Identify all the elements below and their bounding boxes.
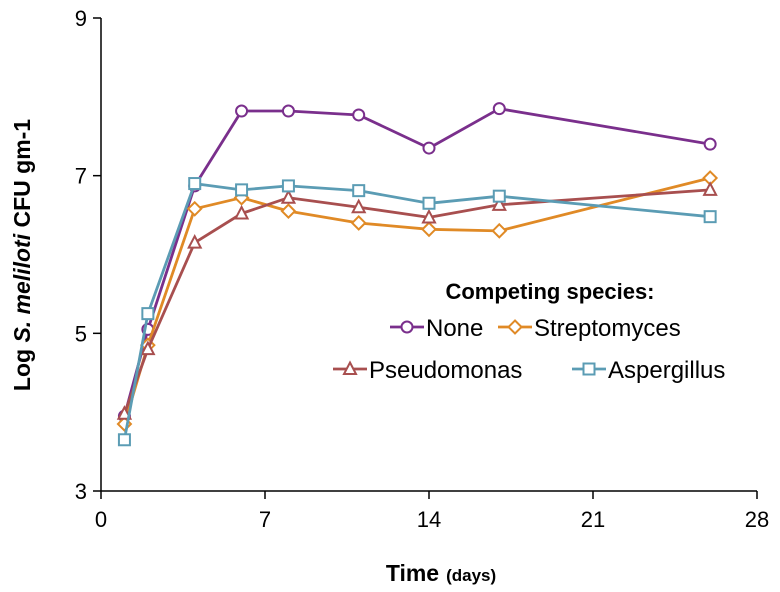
data-point-none [352, 108, 366, 122]
data-point-none [703, 137, 717, 151]
data-point-streptomyces [491, 222, 508, 239]
data-point-pseudomonas [491, 196, 507, 211]
data-point-pseudomonas [140, 340, 156, 356]
x-axis-title-main: Time [386, 560, 439, 586]
data-point-aspergillus [352, 184, 366, 198]
data-point-aspergillus [703, 210, 717, 224]
legend-label-pseudomonas: Pseudomonas [369, 357, 522, 384]
y-tick-label: 5 [75, 321, 87, 346]
x-tick-label: 7 [259, 507, 271, 532]
data-point-pseudomonas [702, 181, 718, 196]
data-point-pseudomonas [233, 204, 250, 220]
data-point-none [281, 104, 295, 118]
x-axis-title-unit: (days) [446, 566, 496, 585]
data-point-aspergillus [422, 196, 436, 210]
series-aspergillus [117, 177, 717, 447]
y-tick-label: 7 [75, 164, 87, 189]
legend-item-pseudomonas: Pseudomonas [333, 357, 522, 384]
data-point-pseudomonas [280, 189, 297, 204]
y-axis-title-part-3: CFU gm-1 [9, 119, 35, 234]
data-point-aspergillus [235, 183, 249, 197]
y-axis-title: Log S. meliloti CFU gm-1 [9, 119, 35, 391]
legend-item-aspergillus: Aspergillus [572, 357, 725, 384]
x-tick-label: 14 [417, 507, 441, 532]
data-point-aspergillus [188, 177, 202, 191]
y-axis-title-part-1: Log [9, 343, 35, 392]
data-point-none [235, 104, 249, 118]
legend-marker-aspergillus [582, 362, 596, 376]
series-line-aspergillus [123, 182, 711, 441]
x-tick-label: 28 [745, 507, 769, 532]
data-point-none [492, 102, 506, 116]
data-point-aspergillus [281, 179, 295, 193]
data-point-aspergillus [141, 307, 155, 321]
legend-label-none: None [426, 315, 483, 342]
x-tick-label: 0 [95, 507, 107, 532]
legend-title: Competing species: [445, 279, 654, 304]
axes [93, 17, 758, 499]
data-point-aspergillus [117, 433, 131, 447]
legend: Competing species: None Streptomyces Pseudo… [333, 279, 725, 384]
data-point-pseudomonas [187, 234, 203, 249]
y-tick-label: 9 [75, 6, 87, 31]
legend-marker-pseudomonas [342, 360, 358, 375]
data-point-none [422, 141, 436, 155]
x-axis-title: Time (days) [386, 560, 496, 586]
legend-marker-none [400, 320, 414, 334]
series-layer [116, 102, 719, 447]
data-point-pseudomonas [116, 405, 133, 420]
data-point-streptomyces [186, 200, 203, 217]
data-point-pseudomonas [421, 208, 437, 224]
legend-label-aspergillus: Aspergillus [608, 357, 725, 384]
legend-item-none: None [390, 315, 483, 342]
data-point-pseudomonas [351, 198, 367, 214]
legend-item-streptomyces: Streptomyces [498, 315, 681, 342]
data-point-streptomyces [421, 221, 437, 238]
data-point-streptomyces [280, 203, 297, 220]
legend-label-streptomyces: Streptomyces [534, 315, 681, 342]
data-point-streptomyces [350, 215, 367, 231]
legend-marker-streptomyces [507, 319, 523, 335]
y-axis-title-part-2: S. meliloti [9, 233, 35, 342]
y-tick-label: 3 [75, 479, 87, 504]
x-tick-label: 21 [581, 507, 605, 532]
series-pseudomonas [116, 181, 718, 420]
tick-labels: 3 5 7 9 0 7 14 21 28 [75, 6, 769, 532]
data-point-aspergillus [492, 189, 506, 203]
